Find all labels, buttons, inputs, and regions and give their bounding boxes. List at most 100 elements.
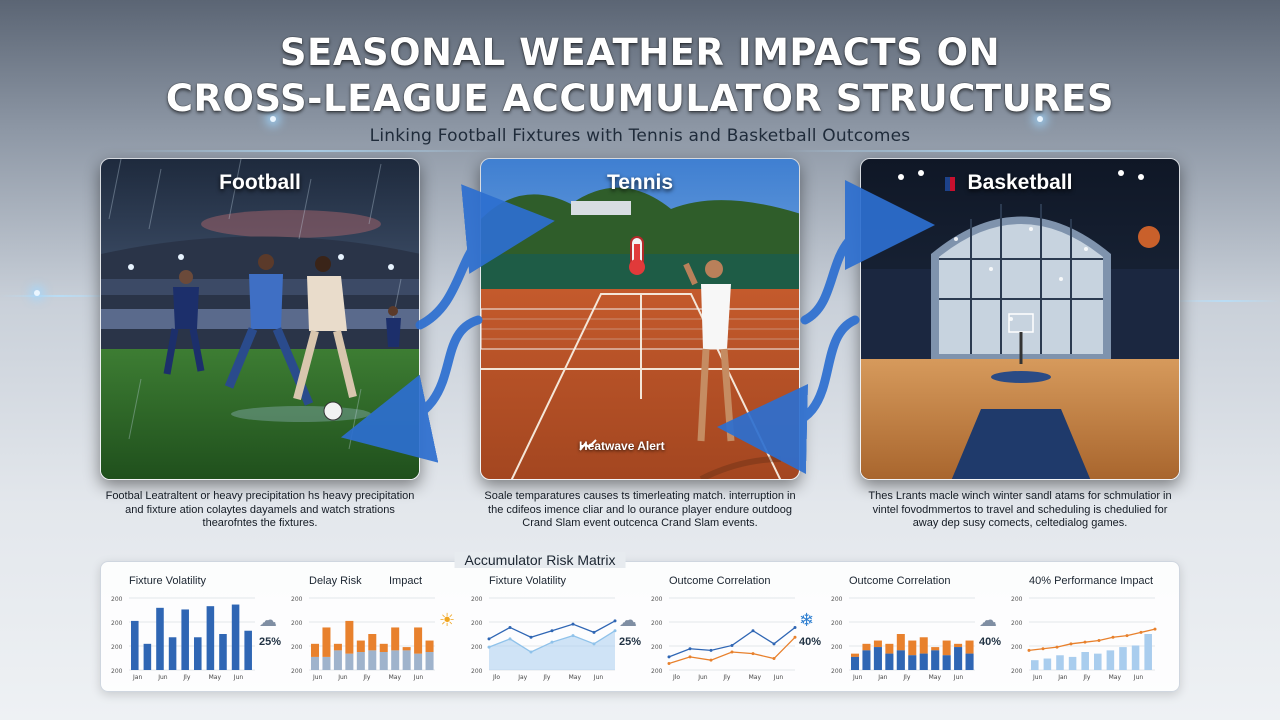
bar-mark xyxy=(1094,653,1102,670)
mini-chart-label: Outcome Correlation xyxy=(669,575,771,587)
glow-line xyxy=(120,150,500,152)
mini-chart: Fixture Volatility 200 200 200 200 Jan Jun Jly M… xyxy=(101,562,281,693)
sun-icon: ☀ xyxy=(439,610,456,631)
x-tick-label: May xyxy=(209,674,222,681)
x-tick-label: Jun xyxy=(1032,674,1043,681)
x-tick-label: May xyxy=(1109,674,1122,681)
bar-mark xyxy=(954,643,963,648)
y-tick-label: 200 xyxy=(291,668,303,675)
point-mark xyxy=(529,635,533,639)
bar-mark xyxy=(908,655,917,670)
x-tick-label: May xyxy=(929,674,942,681)
point-mark xyxy=(772,657,776,661)
sparkle-icon xyxy=(34,290,40,296)
bar-mark xyxy=(873,640,882,648)
header: SEASONAL WEATHER IMPACTS ON CROSS-LEAGUE… xyxy=(0,30,1280,146)
bar-mark xyxy=(896,634,905,651)
y-tick-label: 200 xyxy=(831,644,843,651)
glow-line xyxy=(0,295,120,297)
point-mark xyxy=(1069,642,1073,646)
bar-mark xyxy=(379,652,388,670)
page-subtitle: Linking Football Fixtures with Tennis an… xyxy=(369,126,911,146)
point-mark xyxy=(751,652,755,656)
bar-mark xyxy=(219,634,227,670)
bar-mark xyxy=(919,637,928,654)
impact-percent: 40% xyxy=(799,636,822,648)
y-tick-label: 200 xyxy=(831,668,843,675)
bar-mark xyxy=(862,650,871,670)
y-tick-label: 200 xyxy=(651,644,663,651)
bar-mark xyxy=(391,627,400,651)
point-mark xyxy=(1083,640,1087,644)
bar-mark xyxy=(368,650,377,670)
point-mark xyxy=(730,650,734,654)
football-panel-title: Football xyxy=(219,171,301,194)
bar-mark xyxy=(1068,656,1077,670)
point-mark xyxy=(613,629,617,633)
point-mark xyxy=(613,619,617,623)
bar-mark xyxy=(345,620,354,654)
x-tick-label: Jun xyxy=(337,674,348,681)
y-tick-label: 200 xyxy=(1011,668,1023,675)
bar-mark xyxy=(919,653,928,670)
matrix-title: Accumulator Risk Matrix xyxy=(454,552,626,568)
point-mark xyxy=(592,630,596,634)
bar-mark xyxy=(368,634,377,651)
x-tick-label: Jun xyxy=(852,674,863,681)
x-tick-label: Jun xyxy=(1133,674,1144,681)
bar-mark xyxy=(143,643,152,670)
arrow-tennis-to-football xyxy=(340,315,483,463)
x-tick-label: Jun xyxy=(312,674,323,681)
point-mark xyxy=(772,642,776,646)
glow-line xyxy=(1170,300,1280,302)
bar-mark xyxy=(954,647,963,670)
bar-mark xyxy=(402,650,411,670)
point-mark xyxy=(688,647,692,651)
x-tick-label: Jlo xyxy=(492,674,500,681)
bar-mark xyxy=(425,652,434,670)
x-tick-label: Jun xyxy=(593,674,604,681)
bar-mark xyxy=(244,630,252,670)
bar-mark xyxy=(168,637,177,670)
bar-mark xyxy=(931,647,940,651)
bar-mark xyxy=(1056,655,1064,670)
accumulator-risk-matrix: Fixture Volatility 200 200 200 200 Jan Jun Jly M… xyxy=(100,561,1180,692)
bar-mark xyxy=(908,640,917,656)
point-mark xyxy=(730,643,734,647)
y-tick-label: 200 xyxy=(1011,644,1023,651)
x-tick-label: Jun xyxy=(697,674,708,681)
bar-mark xyxy=(322,627,331,657)
x-tick-label: Jly xyxy=(722,674,730,681)
bar-mark xyxy=(131,620,139,670)
mini-chart: Outcome Correlation 200 200 200 200 Jlo Jun Jly… xyxy=(641,562,821,693)
point-mark xyxy=(487,645,491,649)
point-mark xyxy=(1055,645,1059,649)
bar-mark xyxy=(965,653,974,670)
mini-chart-label: 40% Performance Impact xyxy=(1029,575,1154,587)
bar-mark xyxy=(1081,652,1089,670)
bar-mark xyxy=(851,653,860,657)
sparkle-icon xyxy=(1037,116,1043,122)
bar-mark xyxy=(1131,645,1140,670)
snowflake-icon: ❄ xyxy=(799,610,815,631)
y-tick-label: 200 xyxy=(471,596,483,603)
x-tick-label: May xyxy=(569,674,582,681)
impact-percent: 25% xyxy=(619,636,642,648)
bar-mark xyxy=(885,653,894,670)
point-mark xyxy=(667,661,671,665)
series-line xyxy=(1028,628,1156,652)
y-tick-label: 200 xyxy=(651,596,663,603)
mini-chart-label: Fixture Volatility xyxy=(489,575,567,587)
sparkle-icon xyxy=(270,116,276,122)
football-caption: Footbal Leatraltent or heavy precipitati… xyxy=(105,490,415,529)
x-tick-label: Jan xyxy=(877,674,887,681)
x-tick-label: May xyxy=(389,674,402,681)
bar-mark xyxy=(181,609,189,670)
page-title-line-1: SEASONAL WEATHER IMPACTS ON xyxy=(279,31,1001,74)
point-mark xyxy=(667,655,671,659)
heatwave-alert-label: Heatwave Alert xyxy=(579,439,665,453)
point-mark xyxy=(1125,634,1129,638)
y-tick-label: 200 xyxy=(831,596,843,603)
bar-mark xyxy=(356,640,365,652)
impact-percent: 25% xyxy=(259,636,282,648)
